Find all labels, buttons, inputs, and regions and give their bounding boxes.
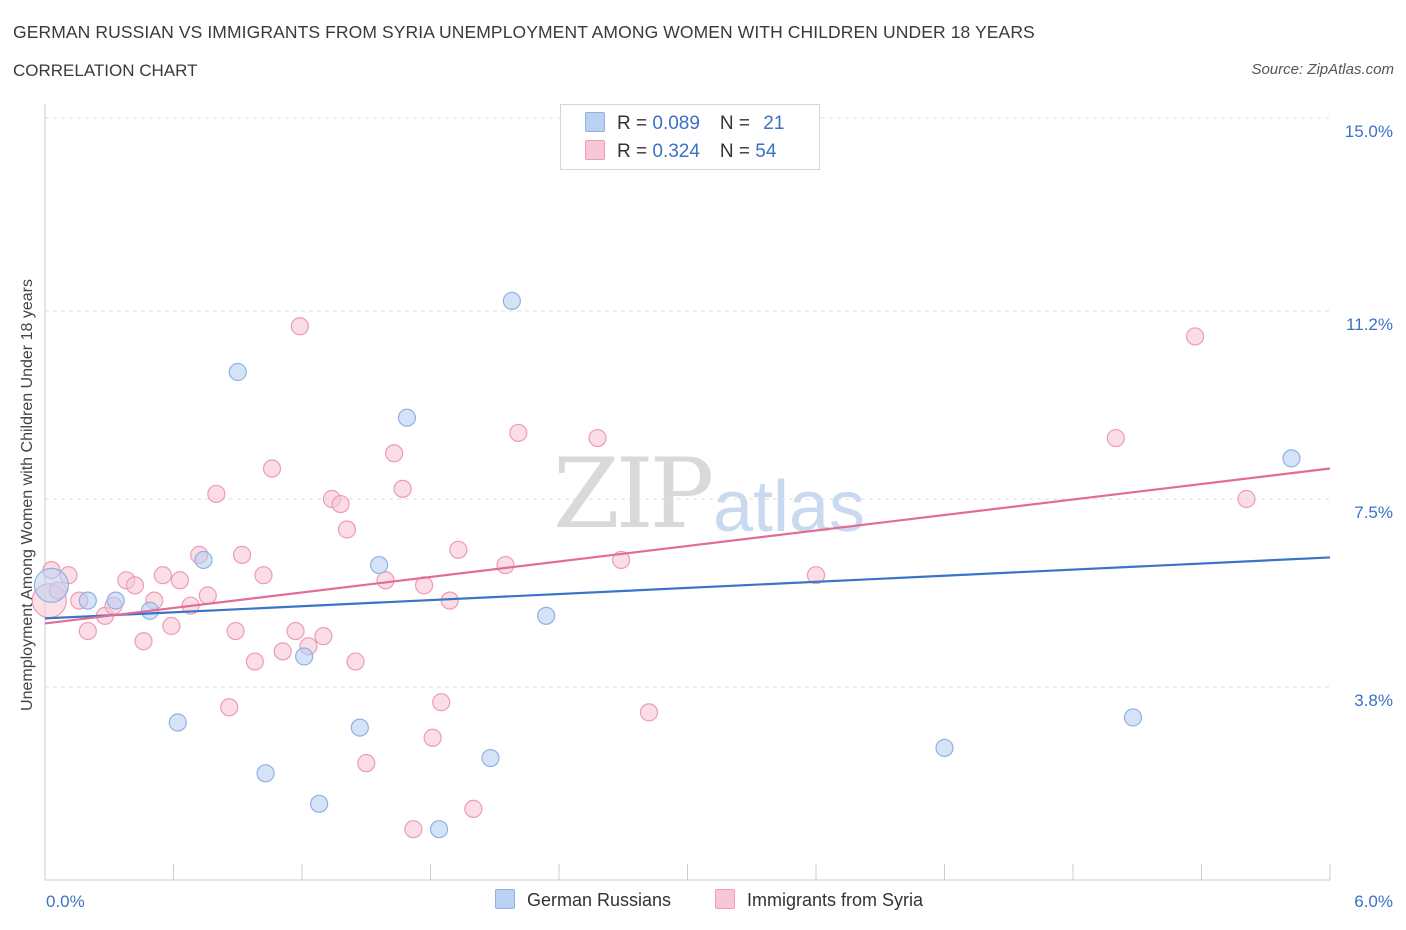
german-russians-point-9 [310, 794, 329, 813]
x-tick-label-min: 0.0% [46, 892, 85, 911]
syria-point-18 [220, 698, 239, 717]
grid-lines [45, 117, 1330, 688]
german-russians-point-4 [168, 713, 187, 732]
syria-point-23 [262, 459, 282, 478]
syria-legend-label: Immigrants from Syria [747, 890, 924, 910]
german-russians-legend-swatch [495, 889, 515, 909]
source-credit: Source: ZipAtlas.com [1251, 61, 1394, 78]
syria-point-52 [1237, 489, 1256, 509]
syria-point-33 [357, 754, 376, 773]
correlation-legend: R = 0.089 N = 21 R = 0.324 N = 54 [560, 104, 820, 170]
syria-point-31 [337, 520, 357, 539]
german-russians-point-1 [78, 591, 97, 610]
german-russians-point-6 [228, 362, 247, 382]
syria-point-9 [134, 632, 153, 651]
syria-point-13 [170, 571, 190, 590]
syria-point-20 [232, 545, 252, 564]
german-russians-point-20 [1282, 449, 1301, 468]
legend-n-label-1: N = [719, 113, 756, 134]
syria-point-39 [423, 728, 442, 747]
german-russians-point-12 [397, 408, 417, 427]
german-russians-point-10 [350, 718, 369, 737]
legend-n-value-2: 54 [755, 141, 777, 162]
german-russians-point-7 [256, 764, 275, 783]
syria-point-37 [404, 820, 423, 839]
y-tick-label-1: 7.5% [1354, 503, 1393, 522]
german-russians-point-2 [106, 591, 125, 610]
chart-title: GERMAN RUSSIAN VS IMMIGRANTS FROM SYRIA … [13, 22, 1035, 42]
bottom-legend-german-russians[interactable]: German Russians [495, 889, 671, 911]
legend-r-label-1: R = [617, 113, 653, 134]
legend-n-label-2: N = [719, 141, 756, 162]
syria-point-11 [153, 566, 172, 585]
syria-point-34 [376, 571, 395, 590]
syria-point-26 [290, 317, 309, 336]
german-russians-point-16 [537, 606, 556, 625]
legend-row-german-russians: R = 0.089 N = 21 [585, 112, 784, 138]
x-tick-label-max: 6.0% [1354, 892, 1393, 911]
legend-r-value-1: 0.089 [652, 113, 700, 134]
syria-point-50 [1106, 428, 1125, 448]
syria-point-51 [1185, 327, 1205, 346]
german-russians-point-13 [429, 820, 449, 839]
syria-point-24 [273, 642, 292, 661]
syria-point-21 [245, 652, 264, 671]
syria-point-30 [331, 494, 350, 514]
syria-point-16 [198, 586, 217, 605]
y-tick-label-0: 3.8% [1354, 690, 1393, 710]
german-russians-point-0 [33, 567, 70, 603]
syria-point-36 [393, 479, 412, 498]
y-axis-label: Unemployment Among Women with Children U… [19, 279, 36, 711]
syria-point-12 [162, 616, 181, 636]
legend-r-label-2: R = [617, 141, 653, 162]
syria-point-43 [464, 799, 483, 818]
syria-point-4 [78, 621, 97, 641]
trend-lines [44, 467, 1331, 625]
german-russians-point-18 [935, 738, 954, 758]
syria-point-19 [226, 621, 245, 641]
german-russians-point-19 [1123, 708, 1143, 727]
syria-point-28 [314, 627, 333, 646]
syria-trend-line [44, 467, 1331, 625]
chart-subtitle: CORRELATION CHART [13, 61, 198, 80]
syria-legend-swatch [715, 889, 735, 909]
german-russians-point-14 [481, 748, 500, 768]
axes [44, 104, 1331, 881]
watermark-zip: ZIP [553, 438, 714, 550]
syria-point-46 [588, 428, 607, 448]
german-russians-swatch [585, 112, 605, 132]
syria-point-17 [207, 484, 226, 504]
syria-point-40 [432, 693, 451, 712]
german-russians-legend-label: German Russians [527, 890, 672, 910]
german-russians-point-15 [502, 291, 521, 310]
syria-point-47 [612, 550, 631, 570]
syria-point-48 [639, 703, 659, 722]
german-russians-point-8 [295, 647, 314, 666]
bottom-legend-syria[interactable]: Immigrants from Syria [715, 889, 923, 911]
german-russians-point-11 [370, 555, 389, 575]
syria-point-32 [346, 652, 365, 671]
y-tick-label-2: 11.2% [1346, 315, 1393, 335]
legend-r-value-2: 0.324 [652, 141, 700, 162]
legend-row-syria: R = 0.324 N = 54 [585, 140, 776, 166]
syria-point-45 [509, 423, 528, 443]
syria-point-25 [286, 621, 305, 641]
syria-point-8 [125, 576, 145, 595]
syria-point-49 [806, 566, 826, 585]
syria-point-42 [449, 540, 468, 559]
y-tick-label-3: 15.0% [1344, 122, 1393, 141]
syria-point-44 [496, 555, 515, 575]
german-russians-point-5 [194, 550, 213, 570]
german-russians-trend-line [44, 556, 1331, 620]
data-points [31, 134, 1301, 839]
syria-point-41 [440, 591, 459, 610]
syria-swatch [585, 140, 605, 160]
syria-point-35 [384, 444, 404, 463]
legend-n-value-1: 21 [763, 113, 785, 134]
syria-point-22 [254, 566, 273, 585]
